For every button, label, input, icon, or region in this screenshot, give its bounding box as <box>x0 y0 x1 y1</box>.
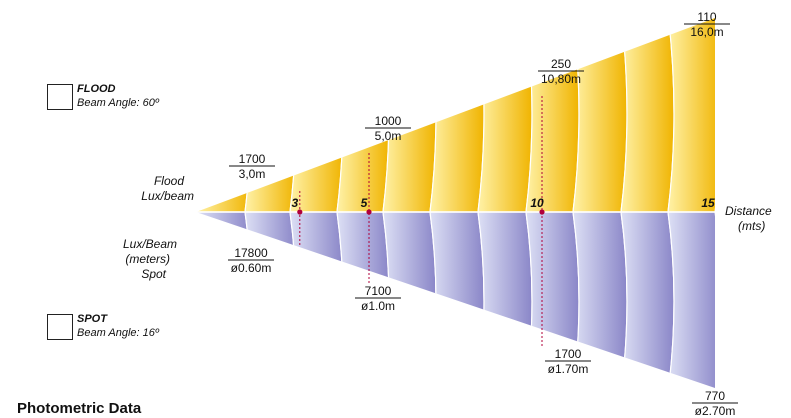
spot-band <box>244 212 297 388</box>
spot-axis-label: (meters) <box>125 252 170 266</box>
spot-lux-label: 17800 <box>234 246 268 260</box>
flood-diameter-label: 5,0m <box>375 129 402 143</box>
spot-legend-beam-angle: Beam Angle: 16º <box>77 327 159 339</box>
spot-diameter-label: ø1.0m <box>361 299 395 313</box>
distance-marker-dot <box>539 209 545 215</box>
flood-band <box>667 18 715 212</box>
flood-band <box>196 18 252 212</box>
spot-legend-swatch <box>47 314 73 340</box>
flood-band <box>336 18 390 212</box>
flood-band <box>382 18 437 212</box>
spot-diameter-label: ø1.70m <box>548 362 589 376</box>
spot-band <box>667 212 715 388</box>
page-title: Photometric Data <box>17 400 142 417</box>
distance-tick-label: 3 <box>291 196 298 210</box>
flood-legend-name: FLOOD <box>77 83 116 95</box>
flood-band <box>429 18 485 212</box>
flood-lux-label: 1700 <box>239 152 266 166</box>
distance-marker-dot <box>366 209 372 215</box>
spot-axis-label: Spot <box>141 267 166 281</box>
distance-axis-unit: (mts) <box>738 219 765 233</box>
flood-lux-label: 1000 <box>375 114 402 128</box>
spot-legend: SPOT Beam Angle: 16º <box>77 312 159 340</box>
spot-band <box>620 212 675 388</box>
spot-band <box>289 212 344 388</box>
spot-axis-label: Lux/Beam <box>123 237 177 251</box>
flood-beam-cone <box>196 18 715 212</box>
spot-diameter-label: ø0.60m <box>231 261 272 275</box>
flood-band <box>620 18 675 212</box>
flood-legend-swatch <box>47 84 73 110</box>
spot-band <box>477 212 533 388</box>
flood-band <box>244 18 297 212</box>
flood-diameter-label: 10,80m <box>541 72 581 86</box>
flood-diameter-label: 3,0m <box>239 167 266 181</box>
distance-tick-label: 10 <box>530 196 544 210</box>
spot-lux-label: 770 <box>705 389 725 403</box>
spot-legend-name: SPOT <box>77 313 107 325</box>
spot-beam-cone <box>196 212 715 388</box>
flood-lux-label: 110 <box>697 10 716 24</box>
flood-band <box>289 18 344 212</box>
flood-legend-beam-angle: Beam Angle: 60º <box>77 97 159 109</box>
flood-axis-label: Flood <box>154 174 184 188</box>
spot-diameter-label: ø2.70m <box>695 404 736 418</box>
spot-band <box>429 212 485 388</box>
flood-axis-label: Lux/beam <box>141 189 194 203</box>
data-labels: 17003,0m17800ø0.60m10005,0m7100ø1.0m2501… <box>123 10 772 418</box>
spot-band <box>196 212 252 388</box>
distance-axis: 3 5 10 15 <box>196 96 715 348</box>
flood-lux-label: 250 <box>551 57 571 71</box>
distance-axis-title: Distance <box>725 204 772 218</box>
distance-tick-label: 5 <box>361 196 368 210</box>
flood-band <box>477 18 533 212</box>
flood-legend: FLOOD Beam Angle: 60º <box>77 82 159 110</box>
flood-band <box>572 18 628 212</box>
distance-marker-dot <box>297 209 303 215</box>
spot-lux-label: 7100 <box>365 284 392 298</box>
spot-lux-label: 1700 <box>555 347 582 361</box>
flood-band <box>525 18 580 212</box>
flood-diameter-label: 16,0m <box>690 25 723 39</box>
distance-tick-label: 15 <box>701 196 715 210</box>
